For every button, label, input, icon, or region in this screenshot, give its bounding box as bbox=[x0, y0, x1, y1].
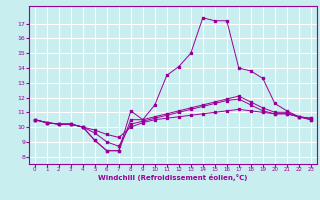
X-axis label: Windchill (Refroidissement éolien,°C): Windchill (Refroidissement éolien,°C) bbox=[98, 174, 247, 181]
